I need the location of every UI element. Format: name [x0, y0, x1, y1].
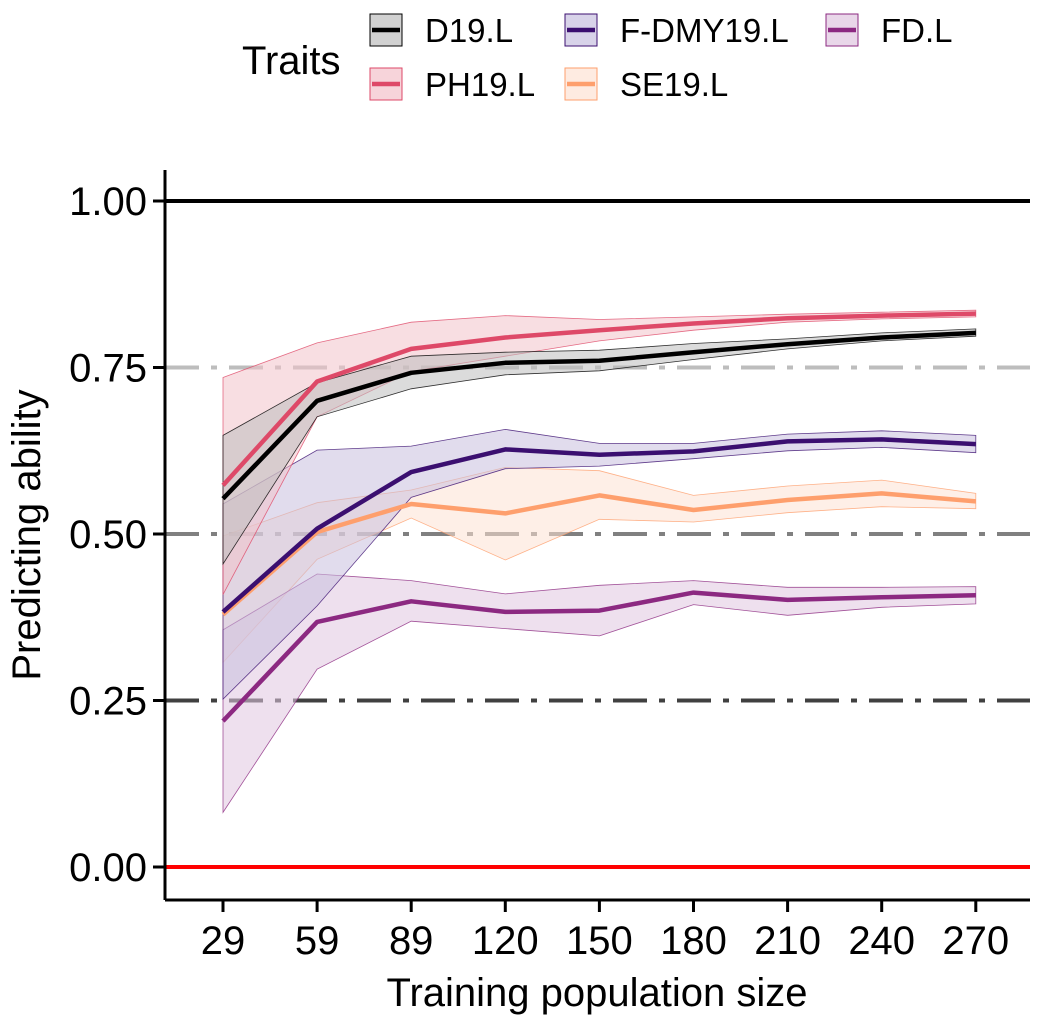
x-tick-label: 150 — [566, 919, 633, 963]
y-axis-title: Predicting ability — [5, 389, 49, 680]
legend-item-d19-l: D19.L — [369, 12, 513, 49]
series-lines — [221, 311, 976, 723]
x-axis-ticks: 29 59 89 120 150 180 210 240 270 — [201, 900, 1009, 963]
x-tick-label: 59 — [295, 919, 340, 963]
band-f-dmy19-l — [222, 428, 977, 701]
band-d19-l — [222, 328, 977, 566]
legend-label: PH19.L — [425, 66, 535, 103]
series-line-se19-l — [221, 491, 976, 617]
legend-label: SE19.L — [620, 66, 728, 103]
x-tick-label: 210 — [754, 919, 821, 963]
legend-item-fd-l: FD.L — [825, 12, 953, 49]
series-line-fd-l — [221, 590, 976, 723]
series-line-ph19-l — [221, 311, 976, 487]
confidence-bands — [222, 309, 977, 814]
legend-item-ph19-l: PH19.L — [369, 66, 535, 103]
x-tick-label: 89 — [389, 919, 434, 963]
y-tick-label: 0.25 — [69, 680, 147, 724]
series-line-f-dmy19-l — [221, 437, 976, 614]
x-tick-label: 240 — [848, 919, 915, 963]
x-tick-label: 180 — [660, 919, 727, 963]
legend: Traits D19.L F-DMY19.L FD.L PH19.L SE19.L — [242, 12, 953, 103]
legend-label: FD.L — [881, 12, 953, 49]
x-tick-label: 120 — [472, 919, 539, 963]
legend-item-se19-l: SE19.L — [564, 66, 728, 103]
x-tick-label: 270 — [942, 919, 1009, 963]
legend-title: Traits — [242, 39, 341, 83]
y-axis-ticks: 0.00 0.25 0.50 0.75 1.00 — [69, 180, 165, 890]
series-line-d19-l — [221, 330, 976, 501]
x-tick-label: 29 — [201, 919, 246, 963]
legend-label: F-DMY19.L — [620, 12, 789, 49]
legend-label: D19.L — [425, 12, 513, 49]
legend-item-f-dmy19-l: F-DMY19.L — [564, 12, 789, 49]
y-tick-label: 0.75 — [69, 347, 147, 391]
y-tick-label: 0.00 — [69, 846, 147, 890]
x-axis-title: Training population size — [387, 971, 808, 1015]
y-tick-label: 0.50 — [69, 513, 147, 557]
y-tick-label: 1.00 — [69, 180, 147, 224]
